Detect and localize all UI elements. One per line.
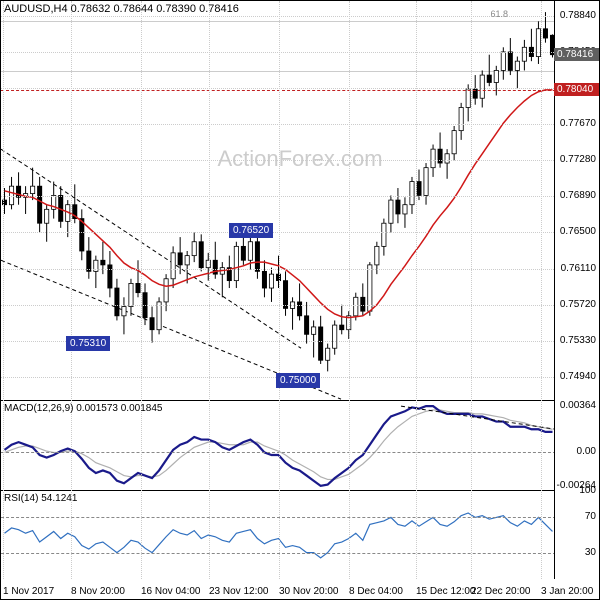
chart-title: AUDUSD,H4 0.78632 0.78644 0.78390 0.7841…: [4, 3, 239, 15]
macd-y-scale: -0.002640.000.00364: [554, 401, 599, 491]
rsi-title: RSI(14) 54.1241: [4, 493, 77, 504]
price-y-scale: 0.749400.753300.757200.761100.765000.768…: [554, 1, 599, 401]
rsi-y-scale: 3070100: [554, 491, 599, 579]
forex-chart-container: ActionForex.com AUDUSD,H4 0.78632 0.7864…: [0, 0, 600, 600]
x-axis: 1 Nov 20178 Nov 20:0016 Nov 04:0023 Nov …: [1, 577, 600, 599]
macd-title: MACD(12,26,9) 0.001573 0.001845: [4, 403, 162, 414]
